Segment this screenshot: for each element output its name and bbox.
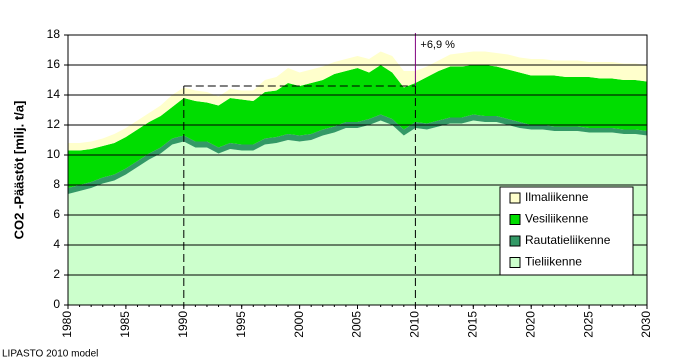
- y-tick-label: 16: [47, 57, 61, 71]
- x-tick-label: 2000: [292, 311, 306, 338]
- legend-swatch: [509, 192, 521, 204]
- area: [68, 65, 647, 188]
- x-tick-label: 2005: [350, 311, 364, 338]
- legend-label: Rautatieliikenne: [525, 233, 611, 247]
- plot-frame: [67, 34, 648, 306]
- x-tick-label: 1990: [176, 311, 190, 338]
- x-tick-label: 2030: [639, 311, 653, 338]
- x-tick-label: 1995: [234, 311, 248, 338]
- x-tick-label: 2010: [408, 311, 422, 338]
- x-tick-label: 1985: [118, 311, 132, 338]
- y-tick-label: 0: [53, 297, 60, 311]
- y-tick-label: 2: [53, 267, 60, 281]
- y-tick-label: 8: [53, 177, 60, 191]
- legend: [499, 186, 634, 276]
- y-tick-label: 4: [53, 237, 60, 251]
- y-tick-label: 12: [47, 117, 61, 131]
- x-tick-label: 2025: [581, 311, 595, 338]
- legend-label: Tieliikenne: [525, 255, 582, 269]
- legend-swatch: [509, 214, 521, 225]
- legend-swatch: [509, 235, 521, 247]
- legend-label: Vesiliikenne: [525, 212, 589, 226]
- x-tick-label: 2020: [523, 311, 537, 338]
- legend-label: Ilmaliikenne: [525, 190, 589, 204]
- y-tick-label: 18: [47, 27, 61, 41]
- y-tick-label: 6: [53, 207, 60, 221]
- y-tick-label: 10: [47, 147, 61, 161]
- y-tick-label: 14: [47, 87, 61, 101]
- x-tick-label: 1980: [60, 311, 74, 338]
- source-note: LIPASTO 2010 model: [2, 349, 98, 360]
- x-tick-label: 2015: [465, 311, 479, 338]
- annotation: +6,9 %: [420, 39, 455, 51]
- legend-swatch: [509, 257, 521, 268]
- y-axis-label: CO2 -Päästöt [milj. t/a]: [11, 101, 26, 240]
